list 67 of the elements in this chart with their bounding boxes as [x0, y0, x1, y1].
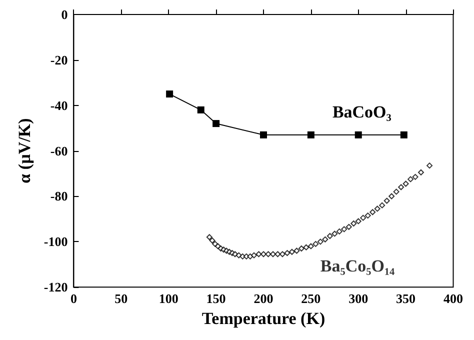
x-axis-title: Temperature (K) [202, 309, 326, 328]
point [346, 224, 352, 230]
point [402, 180, 409, 187]
point [312, 240, 319, 247]
point [270, 251, 276, 258]
point [379, 202, 386, 208]
series-label: BaCoO₃ [332, 102, 392, 122]
point [374, 206, 380, 212]
point [350, 220, 357, 226]
x-tick-label: 250 [301, 291, 321, 306]
x-tick-label: 350 [396, 291, 416, 306]
point [393, 188, 400, 195]
point [400, 131, 408, 138]
point [274, 251, 281, 258]
point [322, 236, 328, 242]
point [288, 248, 295, 255]
point [360, 214, 366, 221]
point [408, 176, 414, 182]
x-tick-label: 200 [254, 291, 274, 306]
point [260, 131, 267, 138]
x-tick-label: 300 [348, 291, 368, 306]
point [341, 226, 348, 232]
point [364, 212, 371, 219]
y-tick-label: -20 [50, 52, 68, 68]
point [298, 245, 304, 252]
point [355, 218, 362, 224]
point [212, 120, 220, 128]
x-tick-label: 150 [206, 291, 226, 306]
point [247, 253, 254, 260]
point [294, 248, 300, 254]
point [265, 251, 272, 258]
point [317, 238, 324, 245]
point [418, 169, 424, 176]
point [388, 193, 395, 200]
x-tick-label: 50 [114, 291, 128, 306]
point [206, 234, 212, 240]
point [336, 228, 342, 234]
point [384, 198, 390, 204]
point [166, 90, 174, 98]
point [209, 238, 216, 244]
point [426, 162, 433, 169]
point [284, 250, 290, 256]
point [197, 106, 204, 114]
point [260, 251, 266, 258]
point [326, 232, 333, 239]
x-tick-label: 100 [158, 291, 178, 306]
point [251, 252, 257, 258]
point [332, 230, 338, 237]
point [354, 131, 362, 138]
series-label: Ba₅Co₅O₁₄ [320, 256, 395, 276]
y-tick-label: -100 [44, 234, 68, 250]
y-axis-title: α (µV/K) [15, 118, 34, 184]
point [240, 253, 246, 260]
y-tick-label: -80 [50, 188, 68, 204]
y-tick-label: -120 [44, 280, 68, 295]
y-tick-label: -40 [50, 98, 68, 113]
point [307, 131, 314, 138]
point [279, 251, 286, 258]
point [308, 243, 314, 250]
point [256, 251, 262, 258]
point [303, 244, 310, 250]
point [412, 174, 418, 180]
y-tick-label: 0 [61, 7, 68, 22]
point [398, 184, 404, 190]
y-tick-label: -60 [50, 143, 68, 158]
x-tick-label: 400 [444, 291, 463, 306]
point [370, 209, 376, 216]
